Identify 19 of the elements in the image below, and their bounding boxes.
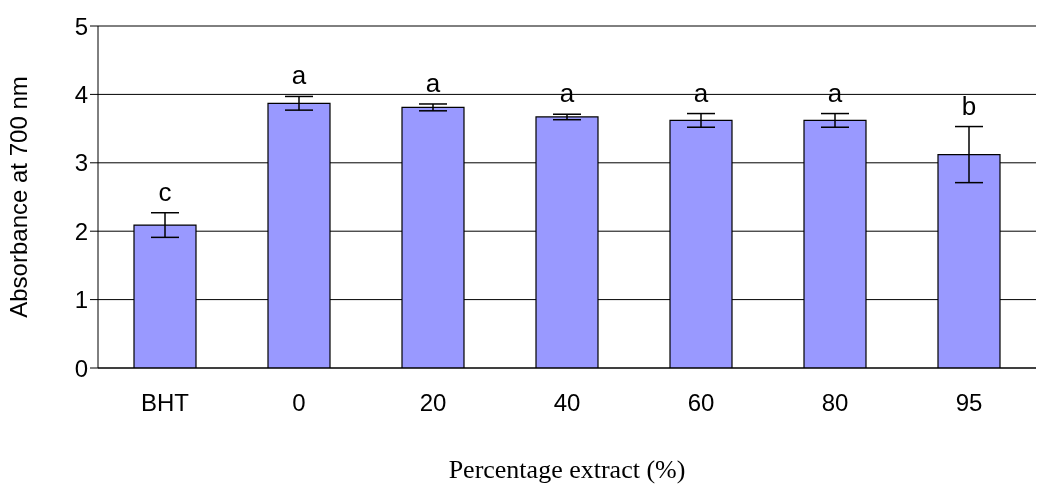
y-tick-label: 1 [74,286,88,314]
annotation: a [425,67,441,98]
y-tick-label: 0 [74,354,88,382]
x-tick-label: BHT [141,389,190,417]
y-tick-label: 5 [74,12,88,40]
y-tick-label: 4 [74,80,88,108]
annotation: b [961,90,977,121]
annotation: c [158,176,172,207]
y-axis-title: Absorbance at 700 nm [4,76,32,318]
x-tick-label: 60 [687,389,715,417]
x-axis-title: Percentage extract (%) [448,455,686,484]
x-tick-label: 80 [821,389,849,417]
y-tick-label: 3 [74,149,88,177]
x-tick-label: 95 [955,389,983,417]
y-tick-label: 2 [74,217,88,245]
x-tick-label: 0 [292,389,306,417]
annotation: a [291,60,307,91]
x-tick-label: 40 [553,389,581,417]
x-tick-label: 20 [419,389,447,417]
